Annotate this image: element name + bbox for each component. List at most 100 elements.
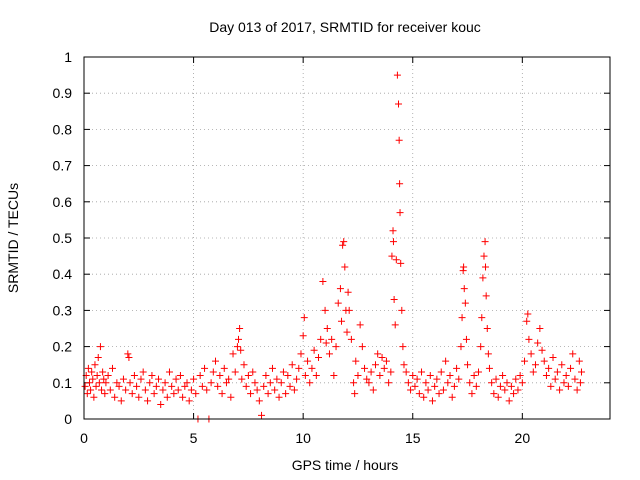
data-point: [480, 252, 488, 260]
data-point: [317, 335, 325, 343]
data-point: [354, 372, 362, 380]
data-point: [385, 379, 393, 387]
data-point: [323, 325, 331, 332]
data-point: [130, 372, 138, 380]
data-point: [266, 379, 274, 387]
data-point: [168, 382, 176, 390]
data-point: [117, 397, 125, 405]
data-point: [514, 386, 522, 394]
data-point: [479, 274, 487, 282]
data-point: [523, 317, 531, 325]
data-point: [482, 263, 490, 271]
data-point: [407, 386, 415, 394]
data-point: [418, 368, 426, 376]
data-point: [426, 372, 434, 380]
data-point: [484, 350, 492, 358]
data-point: [300, 314, 308, 322]
y-tick-label: 0.9: [53, 85, 73, 101]
data-point: [470, 372, 478, 380]
data-point: [545, 364, 553, 372]
data-point: [279, 368, 287, 376]
data-point: [437, 368, 445, 376]
y-tick-label: 1: [64, 49, 72, 65]
data-point: [399, 343, 407, 351]
y-tick-label: 0.4: [53, 266, 73, 282]
data-point: [144, 397, 152, 405]
data-point: [330, 372, 338, 380]
data-point: [393, 71, 401, 79]
data-point: [89, 375, 97, 383]
data-point: [179, 393, 187, 401]
data-point: [576, 379, 584, 387]
data-point: [395, 100, 403, 108]
data-point: [341, 263, 349, 271]
data-point: [150, 390, 158, 398]
data-point: [529, 368, 537, 376]
data-point: [439, 386, 447, 394]
data-point: [435, 390, 443, 398]
x-tick-label: 15: [405, 430, 421, 446]
data-point: [108, 364, 116, 372]
data-point: [367, 368, 375, 376]
data-points: [81, 71, 586, 423]
data-point: [478, 314, 486, 322]
data-point: [531, 361, 539, 369]
y-tick-label: 0.7: [53, 158, 73, 174]
y-tick-label: 0.1: [53, 375, 73, 391]
data-point: [220, 364, 228, 372]
data-point: [282, 390, 290, 398]
data-point: [457, 343, 465, 351]
data-point: [382, 357, 390, 365]
data-point: [468, 390, 476, 398]
data-point: [351, 390, 359, 398]
data-point: [527, 350, 535, 358]
data-point: [455, 375, 463, 383]
data-point: [284, 372, 292, 380]
data-point: [198, 382, 206, 390]
data-point: [139, 368, 147, 376]
data-point: [482, 292, 490, 300]
data-point: [542, 372, 550, 380]
data-point: [338, 317, 346, 325]
data-point: [146, 379, 154, 387]
data-point: [165, 368, 173, 376]
data-point: [137, 375, 145, 383]
data-point: [225, 375, 233, 383]
data-point: [315, 353, 323, 361]
data-point: [391, 321, 399, 329]
data-point: [88, 368, 96, 376]
data-point: [124, 350, 132, 358]
data-point: [492, 375, 500, 383]
data-point: [83, 390, 91, 398]
data-point: [102, 379, 110, 387]
data-point: [496, 382, 504, 390]
data-point: [524, 310, 532, 318]
data-point: [450, 382, 458, 390]
data-point: [141, 386, 149, 394]
data-point: [260, 382, 268, 390]
data-point: [104, 372, 112, 380]
data-point: [325, 350, 333, 358]
data-point: [227, 393, 235, 401]
data-point: [288, 361, 296, 369]
data-point: [236, 325, 244, 332]
data-point: [347, 335, 355, 343]
data-point: [133, 382, 141, 390]
data-point: [238, 375, 246, 383]
axis-ticks: 00.10.20.30.40.50.60.70.80.910 5 10 15 20: [53, 49, 610, 446]
y-tick-label: 0.5: [53, 230, 73, 246]
data-point: [444, 379, 452, 387]
data-point: [128, 390, 136, 398]
data-point: [235, 335, 243, 343]
data-point: [170, 390, 178, 398]
data-point: [516, 372, 524, 380]
data-point: [521, 357, 529, 365]
data-point: [190, 375, 198, 383]
data-point: [358, 343, 366, 351]
data-point: [262, 372, 270, 380]
data-point: [461, 299, 469, 307]
data-point: [547, 382, 555, 390]
data-point: [90, 393, 98, 401]
data-point: [499, 372, 507, 380]
